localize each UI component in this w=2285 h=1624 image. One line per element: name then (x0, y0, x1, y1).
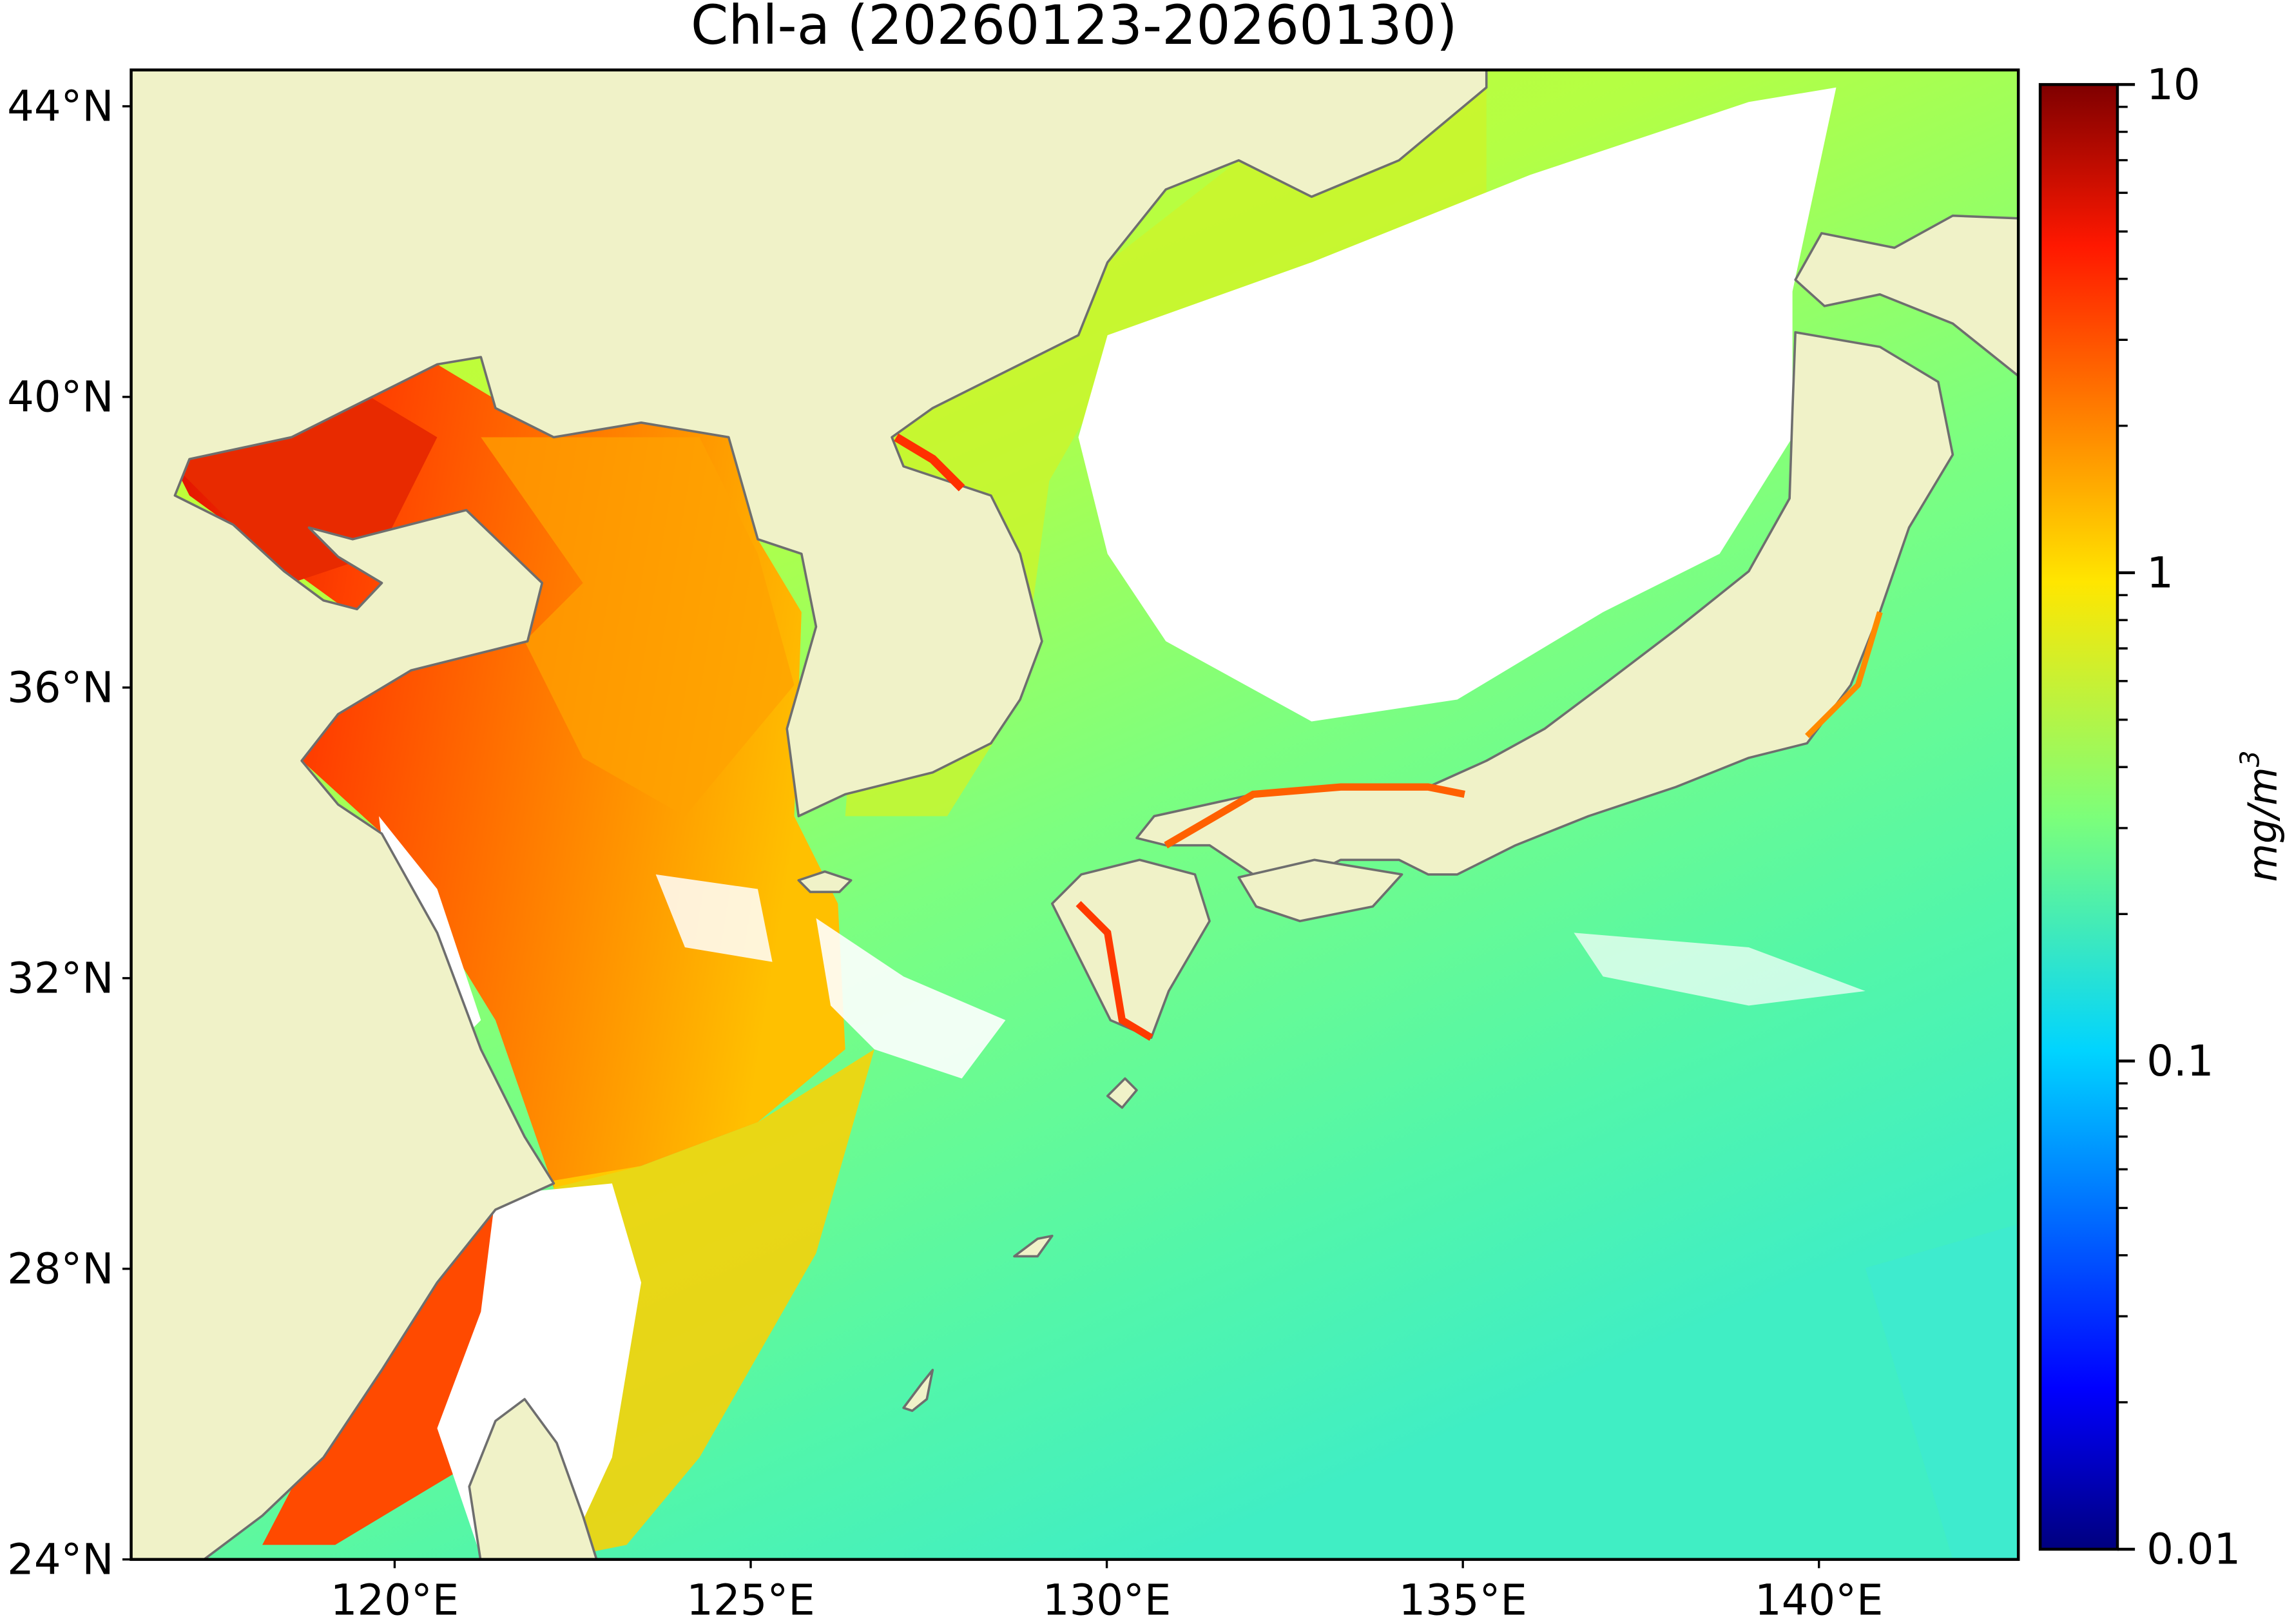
land-jeju (797, 870, 853, 893)
colorbar-tick-label: 0.1 (2146, 1037, 2213, 1086)
land-hokkaido (1794, 214, 2019, 378)
land-okinawa (902, 1369, 934, 1412)
cloud-no-data-patch (1574, 933, 1866, 1006)
colorbar (2038, 82, 2119, 1551)
lon-tick-label: 135°E (1398, 1576, 1527, 1624)
colorbar-ticks: 10 1 0.1 0.01 (2117, 61, 2241, 1574)
cloud-no-data-sea-of-japan (1078, 87, 1837, 722)
cloud-no-data-patch (655, 874, 773, 962)
lon-tick-label: 120°E (331, 1576, 459, 1624)
land-shikoku (1237, 858, 1403, 923)
land-china-korea (131, 70, 1488, 1560)
lat-tick-label: 28°N (7, 1244, 113, 1293)
coastal-high-chl (1805, 611, 1883, 739)
east-china-sea-coastal (554, 1049, 874, 1560)
map-frame (130, 68, 2020, 1561)
colorbar-tick-label: 1 (2146, 548, 2174, 597)
coastal-high-chl (1075, 901, 1153, 1041)
land-kyushu (1050, 858, 1211, 1039)
lat-tick-label: 32°N (7, 954, 113, 1003)
map-area (131, 70, 2019, 1560)
cloud-no-data-patch (816, 918, 1006, 1079)
low-chl-zone (1865, 1224, 2019, 1560)
latitude-ticks: 44°N 40°N 36°N 32°N 28°N 24°N (7, 82, 131, 1584)
colorbar-tick-label: 0.01 (2146, 1525, 2241, 1574)
unit-exponent: 3 (2234, 750, 2265, 767)
lon-tick-label: 125°E (686, 1576, 815, 1624)
lat-tick-label: 40°N (7, 373, 113, 422)
land-tanegashima (1106, 1077, 1138, 1109)
lat-tick-label: 36°N (7, 663, 113, 712)
colorbar-tick-label: 10 (2146, 61, 2200, 110)
lat-tick-label: 24°N (7, 1535, 113, 1584)
land-taiwan (468, 1398, 598, 1560)
unit-text: mg/m (2240, 767, 2285, 882)
longitude-ticks: 120°E 125°E 130°E 135°E 140°E (331, 1559, 1883, 1624)
coastal-high-chl (1164, 783, 1465, 849)
coastal-high-chl (894, 433, 965, 492)
colorbar-unit-label: mg/m3 (2234, 750, 2285, 882)
map-title: Chl-a (20260123-20260130) (691, 0, 1458, 57)
yellow-sea-mid-chl (481, 437, 795, 817)
land-amami (1013, 1234, 1054, 1258)
lon-tick-label: 130°E (1043, 1576, 1171, 1624)
lat-tick-label: 44°N (7, 82, 113, 131)
lon-tick-label: 140°E (1755, 1576, 1883, 1624)
